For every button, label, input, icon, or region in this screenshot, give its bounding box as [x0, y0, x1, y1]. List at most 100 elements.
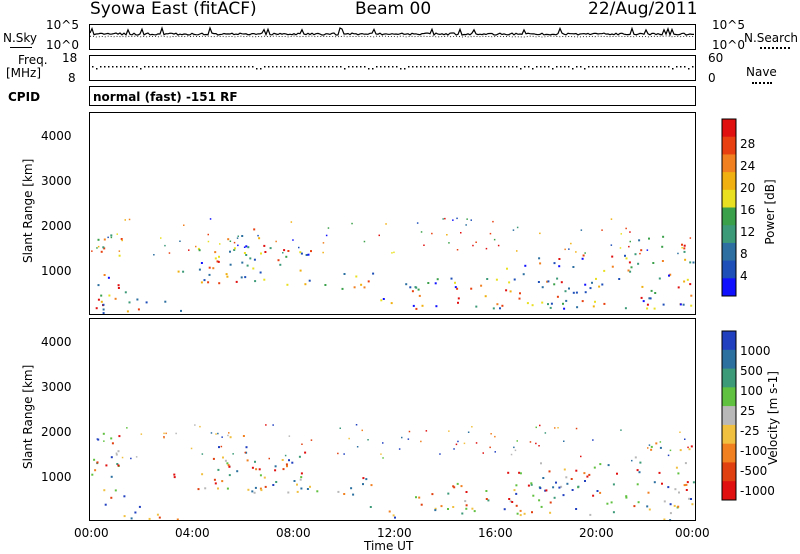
heat-cell: [91, 250, 93, 252]
heat-cell: [222, 456, 224, 459]
heat-cell: [362, 477, 365, 480]
heat-cell: [690, 498, 692, 500]
heat-cell: [606, 502, 609, 505]
heat-cell: [130, 517, 133, 520]
heat-cell: [581, 300, 584, 303]
freq-dot: [476, 66, 478, 68]
heat-cell: [538, 445, 540, 447]
vel-ylabel: Slant Range [km]: [21, 364, 35, 469]
heat-cell: [641, 285, 644, 288]
heat-cell: [509, 290, 512, 293]
freq-dot: [456, 66, 458, 68]
heat-cell: [647, 447, 649, 449]
heat-cell: [300, 252, 303, 255]
freq-dot: [524, 66, 526, 68]
heat-cell: [519, 514, 522, 517]
heat-cell: [546, 280, 549, 283]
heat-cell: [288, 459, 290, 462]
freq-dot: [596, 66, 598, 68]
heat-cell: [107, 276, 110, 279]
heat-cell: [114, 489, 117, 492]
freq-dot: [168, 66, 170, 68]
freq-dot: [140, 68, 142, 70]
heat-cell: [243, 252, 246, 254]
heat-cell: [454, 286, 457, 289]
freq-dot: [256, 68, 258, 70]
heat-cell: [471, 426, 473, 428]
heat-cell: [102, 312, 105, 315]
heat-cell: [612, 483, 615, 486]
heat-cell: [382, 457, 384, 459]
heat-cell: [102, 246, 105, 249]
heat-cell: [592, 305, 595, 308]
heat-cell: [447, 508, 449, 510]
heat-cell: [596, 490, 599, 492]
heat-cell: [420, 440, 422, 443]
freq-dot: [500, 66, 502, 68]
heat-cell: [392, 514, 395, 517]
heat-cell: [233, 249, 236, 251]
heat-cell: [246, 264, 249, 267]
heat-cell: [423, 244, 425, 246]
cbar-swatch: [722, 207, 736, 226]
heat-cell: [120, 238, 123, 240]
heat-cell: [409, 286, 412, 289]
xtick-2: 08:00: [276, 526, 311, 540]
heat-cell: [514, 449, 517, 452]
freq-dot: [668, 66, 670, 68]
heat-cell: [337, 490, 340, 493]
heat-cell: [684, 438, 686, 440]
heat-cell: [601, 283, 604, 286]
freq-dot: [648, 66, 650, 68]
heat-cell: [260, 489, 263, 492]
heat-cell: [343, 493, 346, 495]
freq-dot: [412, 66, 414, 68]
vcbar-tick-m100: -100: [740, 444, 768, 458]
heat-cell: [128, 301, 131, 304]
heat-cell: [565, 476, 568, 479]
heat-cell: [634, 253, 637, 256]
freq-dot: [540, 66, 542, 68]
heat-cell: [275, 481, 278, 483]
heat-cell: [439, 453, 441, 455]
freq-dot: [360, 66, 362, 68]
heat-cell: [118, 250, 121, 252]
heat-cell: [549, 501, 552, 504]
heat-cell: [260, 252, 262, 255]
cbar-frame: [721, 330, 737, 501]
heat-cell: [625, 257, 628, 260]
heat-cell: [247, 246, 250, 249]
vel-ytick-3000: 3000: [41, 380, 72, 394]
heat-cell: [163, 432, 165, 435]
heat-cell: [405, 283, 408, 286]
heat-cell: [682, 303, 685, 306]
heat-cell: [339, 427, 341, 429]
heat-cell: [259, 271, 262, 274]
heat-cell: [648, 297, 651, 300]
heat-cell: [93, 458, 96, 461]
heat-cell: [214, 251, 217, 254]
heat-cell: [486, 278, 489, 280]
heat-cell: [212, 267, 215, 270]
heat-cell: [229, 250, 231, 253]
heat-cell: [103, 489, 106, 492]
heat-cell: [625, 496, 628, 499]
heat-cell: [456, 482, 459, 485]
heat-cell: [136, 298, 139, 301]
heat-cell: [369, 506, 372, 508]
heat-cell: [592, 494, 595, 497]
heat-cell: [456, 287, 459, 290]
xtick-1: 04:00: [175, 526, 210, 540]
heat-cell: [677, 252, 679, 255]
heat-cell: [625, 227, 627, 230]
heat-cell: [304, 283, 307, 286]
heat-cell: [633, 505, 636, 508]
freq-dot: [452, 66, 454, 68]
heat-cell: [475, 241, 477, 243]
freq-rtick-bottom: 0: [708, 71, 716, 85]
heat-cell: [95, 307, 98, 310]
heat-cell: [94, 469, 97, 472]
heat-cell: [284, 454, 287, 457]
heat-cell: [285, 255, 288, 258]
freq-dot: [192, 66, 194, 68]
